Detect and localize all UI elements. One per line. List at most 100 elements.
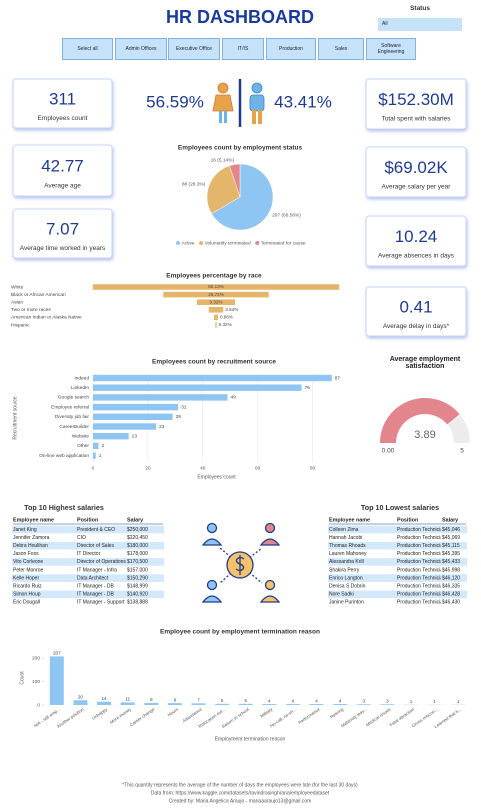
status-dropdown[interactable]: All: [378, 18, 462, 31]
y-axis-label: Recruitment source: [12, 396, 18, 440]
kpi-label: Employees count: [38, 115, 88, 122]
table-cell: Nore Sadki: [329, 592, 354, 598]
data-label: 1: [457, 699, 460, 704]
x-tick-label: 80: [310, 465, 316, 471]
kpi-card: [12, 78, 113, 129]
data-label: 87: [335, 375, 341, 381]
x-tick-label: Attendance: [182, 706, 204, 723]
gauge-max: 5: [460, 448, 464, 455]
bar: [120, 702, 135, 705]
table-cell: IT Manager - DB: [77, 592, 115, 598]
table-header: Salary: [442, 517, 458, 523]
table-cell: Jason Foss: [13, 551, 39, 557]
bar: [214, 314, 218, 321]
data-label: 25.72%: [208, 292, 224, 297]
data-label: 4: [292, 698, 295, 703]
table-cell: $45,115: [442, 543, 460, 549]
data-label: 31: [181, 404, 187, 410]
x-tick-label: 20: [145, 465, 151, 471]
chart-title: Employees count by recruitment source: [152, 359, 276, 366]
row-background: [12, 590, 164, 599]
row-background: [328, 590, 467, 599]
filter-button[interactable]: Production: [266, 38, 316, 60]
table-cell: IT Manager - DB: [77, 584, 115, 590]
bar: [215, 703, 230, 705]
table-cell: Janet King: [13, 527, 37, 533]
data-label: 0.32%: [219, 322, 232, 327]
y-tick-label: 100: [32, 679, 40, 685]
row-background: [328, 574, 467, 582]
table-cell: Data Architect: [77, 575, 109, 581]
y-tick-label: CareerBuilder: [59, 424, 89, 430]
table-cell: $250,000: [127, 527, 148, 533]
legend-swatch: [199, 241, 204, 245]
page-title: HR DASHBOARD: [166, 7, 314, 27]
data-label: 207 (66.56%): [272, 213, 301, 219]
chart-title: Employee count by employment termination…: [160, 629, 320, 636]
table-cell: $46,335: [442, 584, 460, 590]
bar: [49, 656, 64, 705]
data-label: 4: [268, 698, 271, 703]
data-label: 88 (28.3%): [182, 181, 206, 187]
footer-text: *This quantity represents the average of…: [122, 782, 358, 788]
y-axis-label: Count: [19, 671, 25, 685]
table-cell: Production Technician I: [397, 600, 449, 606]
bar: [93, 433, 129, 440]
gauge-fill: [380, 398, 460, 443]
kpi-card: [12, 144, 113, 197]
bar: [93, 452, 96, 459]
x-tick-label: Retiring: [329, 706, 345, 719]
y-tick-label: Google search: [58, 395, 90, 401]
legend-swatch: [176, 241, 180, 245]
footer-text: Created by: Maria Angelica Araujo - mari…: [169, 798, 312, 804]
y-tick-label: Website: [72, 433, 90, 439]
data-label: 0.96%: [220, 315, 233, 320]
table-header: Position: [397, 517, 418, 523]
bar: [93, 413, 173, 420]
filter-button[interactable]: Software Engineering: [366, 38, 416, 60]
filter-button[interactable]: Executive Office: [168, 38, 220, 60]
kpi-value: $69.02K: [384, 158, 448, 177]
data-label: 11: [125, 697, 130, 702]
filter-button[interactable]: Select all: [62, 38, 113, 60]
y-tick-label: 200: [32, 655, 40, 661]
table-cell: Ricardo Ruiz: [13, 584, 42, 590]
table-cell: Production Technician I: [397, 592, 449, 598]
data-label: 1: [99, 453, 102, 459]
table-cell: Kelle Hoper: [13, 575, 39, 581]
bar: [356, 704, 371, 705]
table-cell: IT Manager - Support: [77, 600, 125, 606]
row-background: [328, 541, 467, 550]
table-cell: $46,120: [442, 575, 460, 581]
female-share: 56.59%: [146, 92, 204, 111]
filter-button[interactable]: IT/IS: [222, 38, 264, 60]
bar: [191, 703, 206, 705]
table-cell: $45,395: [442, 551, 460, 557]
kpi-card: [365, 215, 467, 267]
table-cell: Production Technician I: [397, 584, 449, 590]
bar: [238, 703, 253, 705]
data-label: 23: [159, 424, 165, 430]
table-cell: Production Technician I: [397, 535, 449, 541]
kpi-value: 311: [49, 90, 76, 109]
data-label: 5: [221, 698, 224, 703]
bar: [309, 704, 324, 705]
table-cell: Alessandra Krill: [329, 559, 364, 565]
table-cell: Production Technician I: [397, 575, 449, 581]
x-tick-label: 40: [200, 465, 206, 471]
x-tick-label: No-call, no-sh...: [269, 707, 297, 729]
y-tick-label: Indeed: [74, 375, 89, 381]
data-label: 3: [386, 699, 389, 704]
filter-button[interactable]: Sales: [318, 38, 364, 60]
x-axis-label: Employment termination reason: [215, 736, 286, 742]
table-cell: $140,920: [127, 592, 148, 598]
gauge-value: 3.89: [414, 429, 435, 441]
y-tick-label: Two or more races: [11, 307, 51, 313]
kpi-value: $152.30M: [378, 90, 454, 109]
kpi-label: Average delay in days*: [383, 323, 450, 330]
table-cell: $150,290: [127, 575, 148, 581]
table-cell: $178,000: [127, 551, 148, 557]
filter-button[interactable]: Admin Offices: [115, 38, 167, 60]
kpi-card: [365, 146, 467, 198]
table-cell: Vito Corleone: [13, 559, 43, 565]
